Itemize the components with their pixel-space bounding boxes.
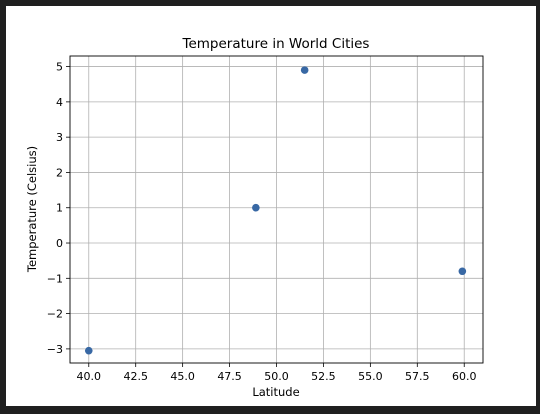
x-tick-label: 45.0: [170, 370, 195, 383]
y-tick-label: 4: [56, 96, 63, 109]
y-tick-label: −1: [47, 272, 63, 285]
x-tick-label: 57.5: [405, 370, 430, 383]
x-tick-label: 52.5: [311, 370, 336, 383]
x-tick-label: 47.5: [217, 370, 242, 383]
data-point: [458, 267, 467, 276]
x-tick-label: 40.0: [77, 370, 102, 383]
x-tick-label: 55.0: [358, 370, 383, 383]
y-tick-label: 0: [56, 237, 63, 250]
grid-lines: [70, 56, 483, 363]
y-tick-label: 2: [56, 166, 63, 179]
data-points: [84, 66, 467, 355]
y-tick-label: 5: [56, 61, 63, 74]
x-tick-label: 60.0: [452, 370, 477, 383]
y-tick-label: −2: [47, 308, 63, 321]
axis-ticks: 40.0 42.5 45.0 47.5 50.0 52.5 55.0 57.5 60.0 −3 −2…: [47, 61, 477, 383]
y-tick-label: 3: [56, 131, 63, 144]
y-tick-label: −3: [47, 343, 63, 356]
x-tick-label: 50.0: [264, 370, 289, 383]
y-tick-label: 1: [56, 202, 63, 215]
y-axis-label: Temperature (Celsius): [25, 146, 39, 273]
data-point: [252, 203, 260, 212]
data-point: [84, 346, 93, 355]
figure-background: [6, 6, 536, 406]
x-axis-label: Latitude: [252, 385, 299, 399]
chart-title: Temperature in World Cities: [182, 36, 370, 52]
data-point: [300, 66, 309, 74]
x-tick-label: 42.5: [123, 370, 148, 383]
